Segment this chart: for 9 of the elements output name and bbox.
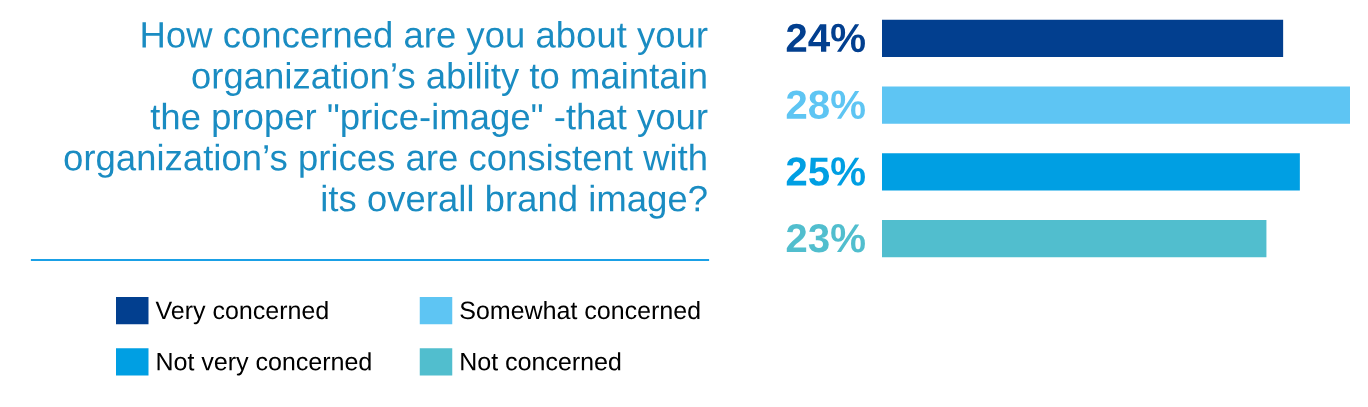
- data-label: 24%: [786, 23, 865, 53]
- legend-label: Not very concerned: [157, 352, 371, 376]
- data-label: 25%: [786, 157, 865, 186]
- legend-label: Very concerned: [155, 300, 328, 325]
- legend-label: Somewhat concerned: [460, 300, 700, 320]
- data-label: 28%: [786, 90, 865, 120]
- legend-label: Not concerned: [461, 352, 621, 371]
- data-label: 23%: [786, 224, 865, 253]
- text: How concerned are you about your organization’s ability to maintain the proper "price-image" -that your organization’s prices are consistent with its overall brand image?: [64, 21, 708, 219]
